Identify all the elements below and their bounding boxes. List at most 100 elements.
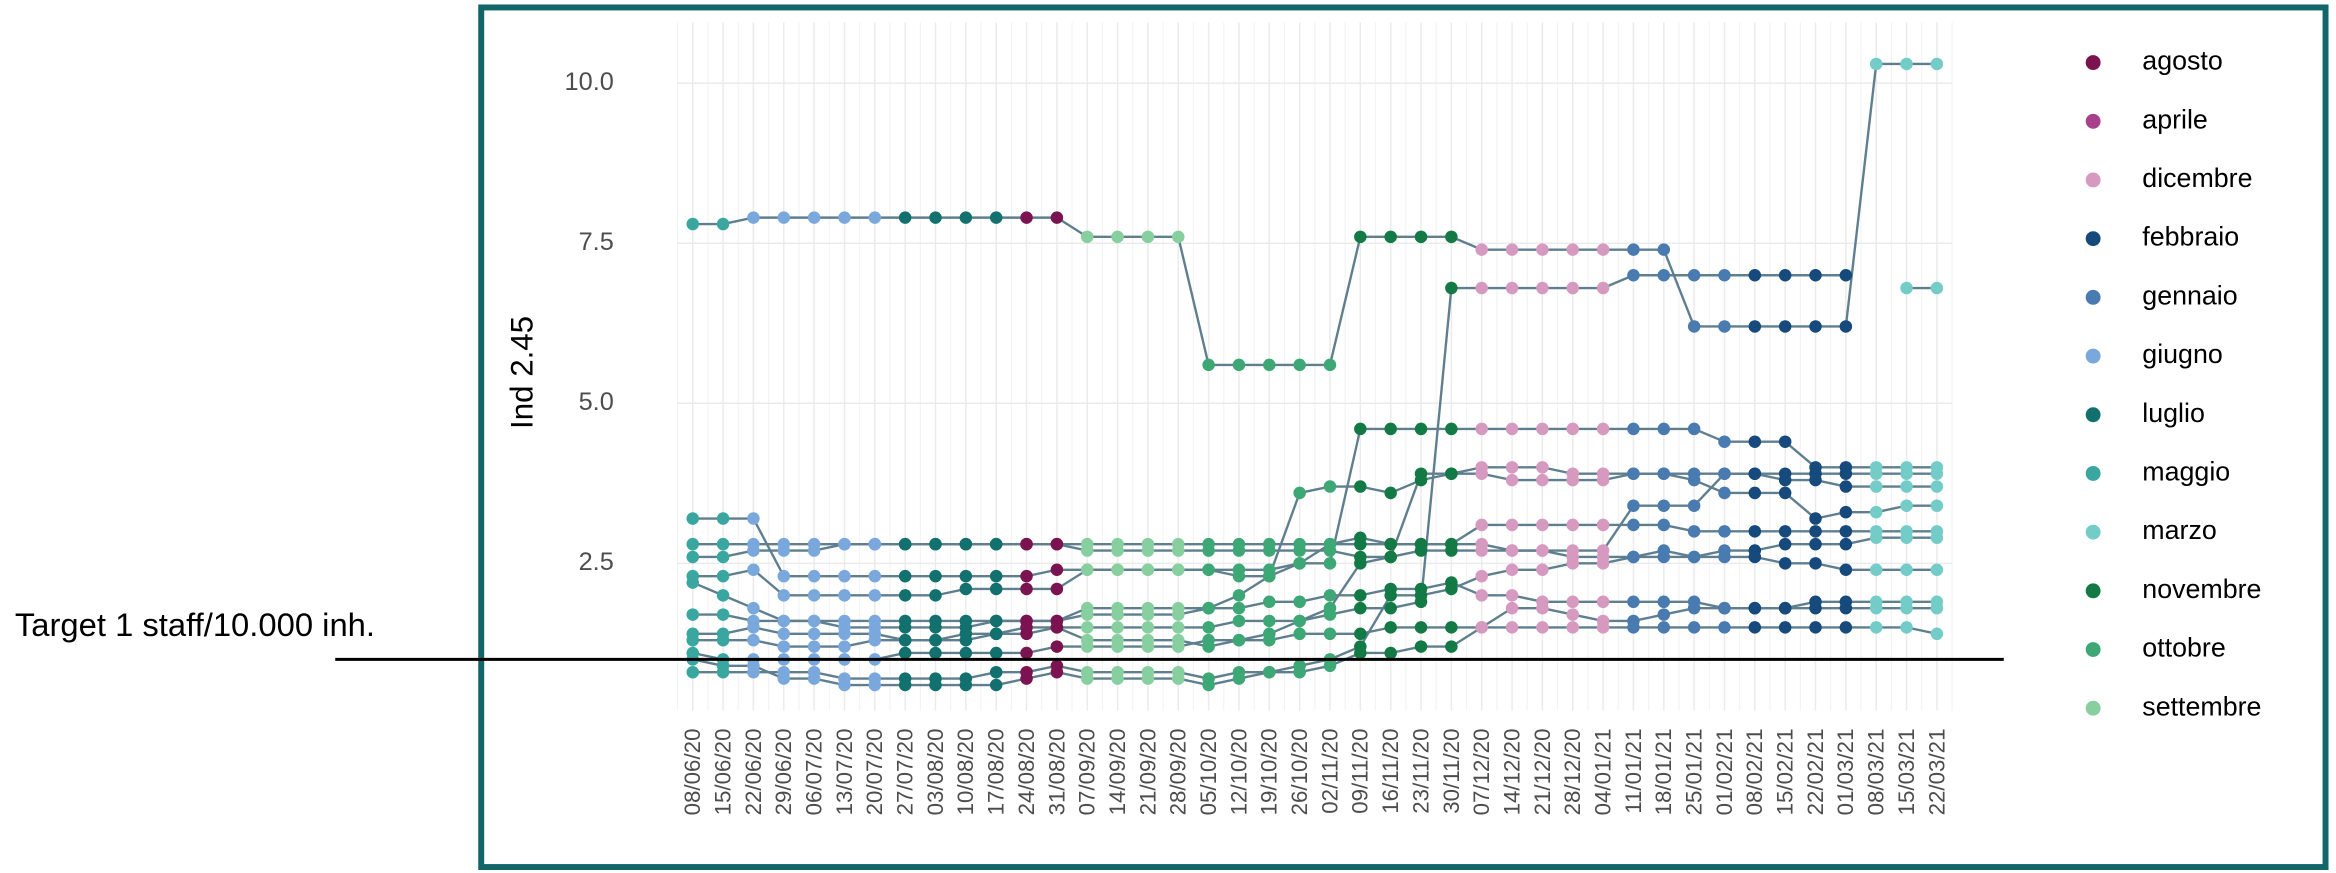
point	[1687, 550, 1701, 564]
point	[1809, 525, 1822, 538]
x-tick-label: 04/01/21	[1590, 728, 1615, 815]
legend-label: febbraio	[2142, 222, 2239, 252]
point	[1718, 525, 1731, 538]
x-tick-label: 25/01/21	[1682, 728, 1707, 815]
point	[1111, 230, 1124, 244]
point	[838, 640, 851, 653]
point	[1596, 281, 1610, 295]
point	[1445, 640, 1458, 653]
point	[1930, 499, 1944, 512]
point	[747, 633, 760, 647]
point	[1748, 268, 1762, 282]
point	[868, 589, 882, 602]
point	[1869, 57, 1883, 71]
point	[1414, 640, 1428, 653]
x-tick-label: 23/11/20	[1408, 728, 1433, 813]
x-tick-label: 27/07/20	[893, 728, 918, 815]
point	[838, 614, 851, 628]
x-tick-label: 31/08/20	[1044, 728, 1069, 815]
point	[898, 537, 912, 551]
point	[1445, 230, 1458, 244]
point	[1718, 550, 1731, 564]
point	[1839, 525, 1853, 538]
point	[1536, 473, 1549, 487]
legend-label: gennaio	[2142, 280, 2237, 310]
point	[1172, 672, 1185, 685]
legend-label: marzo	[2142, 515, 2216, 545]
point	[1050, 563, 1064, 577]
x-tick-label: 18/01/21	[1651, 728, 1676, 815]
point	[747, 512, 760, 525]
point	[1839, 537, 1853, 551]
point	[1748, 467, 1762, 480]
point	[1687, 601, 1701, 615]
point	[1718, 268, 1731, 282]
point	[777, 640, 791, 653]
point	[1627, 422, 1640, 436]
point	[929, 678, 942, 692]
point	[1627, 550, 1640, 564]
point	[929, 646, 942, 660]
point	[838, 627, 851, 641]
x-tick-label: 24/08/20	[1014, 728, 1039, 815]
point	[1839, 268, 1853, 282]
point	[1354, 589, 1367, 602]
point	[1900, 499, 1913, 512]
point	[1141, 608, 1155, 621]
point	[1293, 486, 1306, 500]
x-tick-label: 08/06/20	[680, 728, 705, 815]
point	[1839, 480, 1853, 493]
legend-label: ottobre	[2142, 633, 2225, 663]
point	[1414, 537, 1428, 551]
point	[686, 512, 700, 525]
point	[1809, 320, 1822, 333]
point	[1930, 627, 1944, 641]
point	[1323, 557, 1337, 570]
point	[1596, 518, 1610, 532]
point	[777, 569, 791, 583]
point	[1778, 621, 1792, 634]
point	[1414, 589, 1428, 602]
point	[716, 659, 730, 673]
point	[686, 537, 700, 551]
x-tick-label: 22/02/21	[1803, 728, 1828, 815]
point	[777, 211, 791, 224]
point	[1232, 633, 1246, 647]
point	[1445, 582, 1458, 596]
point	[1687, 499, 1701, 512]
point	[1323, 659, 1337, 673]
point	[1293, 557, 1306, 570]
x-tick-label: 21/09/20	[1135, 728, 1160, 815]
point	[1869, 601, 1883, 615]
point	[1232, 589, 1246, 602]
point	[1748, 550, 1762, 564]
point	[1020, 621, 1033, 634]
x-tick-label: 07/09/20	[1075, 728, 1100, 815]
point	[1657, 518, 1671, 532]
point	[898, 589, 912, 602]
legend-label: maggio	[2142, 457, 2230, 487]
legend-marker	[2085, 407, 2101, 423]
point	[1445, 467, 1458, 480]
x-tick-label: 02/11/20	[1317, 728, 1342, 813]
legend-marker	[2085, 348, 2101, 364]
point	[1323, 589, 1337, 602]
point	[1748, 486, 1762, 500]
point	[1080, 230, 1094, 244]
point	[747, 211, 760, 224]
legend-marker	[2085, 231, 2101, 247]
point	[868, 678, 882, 692]
point	[868, 211, 882, 224]
point	[838, 569, 851, 583]
point	[1657, 268, 1671, 282]
point	[1293, 358, 1306, 372]
point	[716, 512, 730, 525]
point	[1839, 563, 1853, 577]
point	[1263, 614, 1276, 628]
point	[716, 569, 730, 583]
x-tick-label: 05/10/20	[1196, 728, 1221, 815]
point	[1536, 563, 1549, 577]
point	[1293, 627, 1306, 641]
